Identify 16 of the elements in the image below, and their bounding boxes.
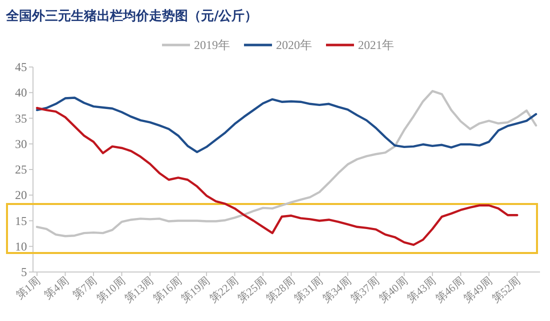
y-tick-label: 35 [15,111,27,126]
y-tick-label: 45 [15,60,27,74]
line-series [36,96,538,154]
chart-title: 全国外三元生猪出栏均价走势图（元/公斤） [5,8,258,24]
x-tick-label: 第4周 [42,275,72,302]
line-series [36,106,518,246]
y-tick-label: 10 [15,239,27,254]
y-tick-label: 25 [15,162,27,176]
legend-label: 2019年 [194,38,230,52]
legend-label: 2020年 [276,38,312,52]
line-series [36,90,538,238]
y-tick-label: 15 [15,214,27,228]
y-tick-label: 30 [15,136,27,151]
y-tick-label: 20 [15,188,27,202]
legend-label: 2021年 [358,38,394,52]
y-tick-label: 40 [15,86,27,100]
